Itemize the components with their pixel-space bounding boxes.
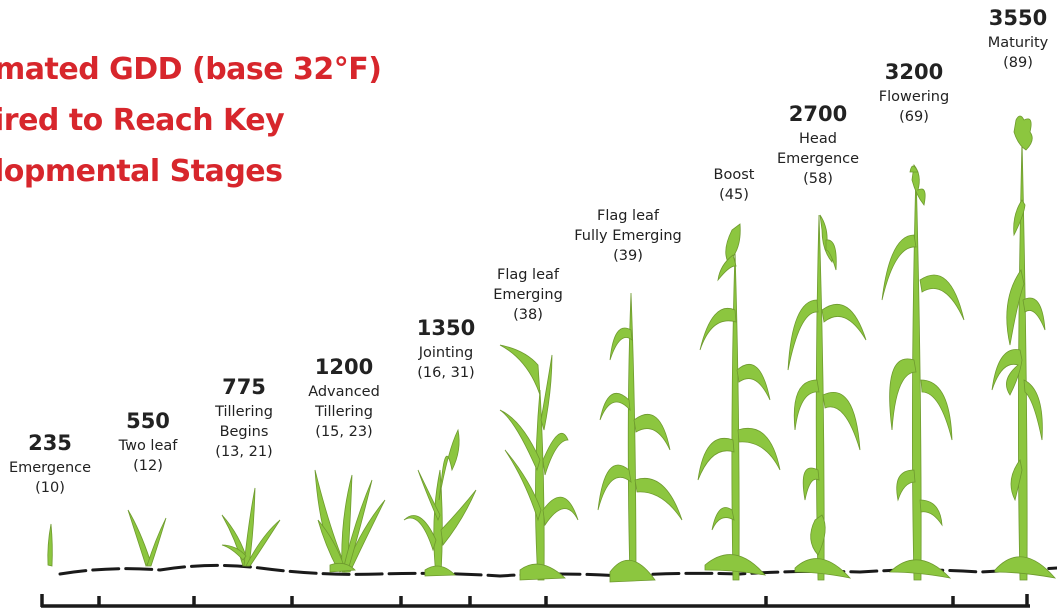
stage-name: Fully Emerging — [574, 228, 682, 244]
stage-gdd: 1200 — [314, 355, 374, 379]
stage-name: Flag leaf — [496, 267, 560, 283]
stage-name: Jointing — [418, 345, 474, 361]
plant-two-leaf — [127, 509, 167, 567]
plant-maturity — [991, 115, 1057, 581]
stage-label-head-emergence: 2700 Head Emergence (58) — [777, 102, 859, 189]
stage-name: Flag leaf — [596, 208, 659, 224]
stage-label-boost: Boost (45) — [714, 165, 755, 205]
plant-tillering-begins — [221, 487, 281, 567]
stage-code: (69) — [899, 109, 929, 125]
plant-flowering — [881, 164, 965, 581]
plant-flag-leaf-fully-emerging — [597, 292, 683, 583]
stage-code: (12) — [133, 458, 163, 474]
stage-gdd: 775 — [222, 375, 266, 399]
stage-label-flag-leaf-emerging: Flag leaf Emerging (38) — [493, 265, 563, 325]
stage-code: (10) — [35, 480, 65, 496]
stage-label-flowering: 3200 Flowering (69) — [879, 60, 949, 127]
stage-gdd: 3200 — [884, 60, 944, 84]
plant-head-emergence — [787, 214, 867, 581]
stage-label-emergence: 235 Emergence (10) — [9, 431, 91, 498]
stage-code: (15, 23) — [315, 424, 373, 440]
stage-code: (38) — [513, 307, 543, 323]
stage-name: Tillering — [315, 404, 373, 420]
stage-code: (13, 21) — [215, 444, 273, 460]
timeline-axis — [40, 594, 1030, 608]
plant-emergence — [47, 523, 53, 567]
stage-code: (39) — [613, 248, 643, 264]
stage-name: Begins — [219, 424, 269, 440]
stage-gdd: 235 — [28, 431, 72, 455]
diagram-title: mated GDD (base 32°F) ired to Reach Key … — [0, 44, 382, 197]
plant-advanced-tillering — [314, 469, 386, 573]
stage-name: Boost — [713, 167, 755, 183]
stage-name: Two leaf — [118, 438, 178, 454]
stage-name: Maturity — [987, 35, 1049, 51]
stage-name: Emergence — [776, 151, 860, 167]
stage-gdd: 3550 — [988, 6, 1048, 30]
stage-name: Tillering — [215, 404, 273, 420]
stage-name: Flowering — [878, 89, 950, 105]
stage-name: Emerging — [493, 287, 563, 303]
stage-gdd: 2700 — [788, 102, 848, 126]
plant-jointing — [403, 428, 477, 577]
stage-code: (58) — [803, 171, 833, 187]
plant-flag-leaf-emerging — [499, 344, 579, 581]
title-line-3: lopmental Stages — [0, 154, 283, 189]
plant-boost — [697, 223, 781, 581]
stage-name: Emergence — [8, 460, 92, 476]
stage-label-flag-leaf-fully-emerging: Flag leaf Fully Emerging (39) — [574, 206, 682, 266]
stage-gdd: 1350 — [416, 316, 476, 340]
title-line-1: mated GDD (base 32°F) — [0, 52, 382, 87]
stage-code: (16, 31) — [417, 365, 475, 381]
stage-name: Head — [799, 131, 837, 147]
stage-code: (89) — [1003, 55, 1033, 71]
stage-name: Advanced — [308, 384, 380, 400]
title-line-2: ired to Reach Key — [0, 103, 285, 138]
stage-label-jointing: 1350 Jointing (16, 31) — [417, 316, 475, 383]
stage-code: (45) — [719, 187, 749, 203]
stage-label-advanced-tillering: 1200 Advanced Tillering (15, 23) — [308, 355, 380, 442]
stage-gdd: 550 — [126, 409, 170, 433]
stage-label-maturity: 3550 Maturity (89) — [988, 6, 1049, 73]
stage-label-tillering-begins: 775 Tillering Begins (13, 21) — [215, 375, 273, 462]
stage-label-two-leaf: 550 Two leaf (12) — [119, 409, 178, 476]
